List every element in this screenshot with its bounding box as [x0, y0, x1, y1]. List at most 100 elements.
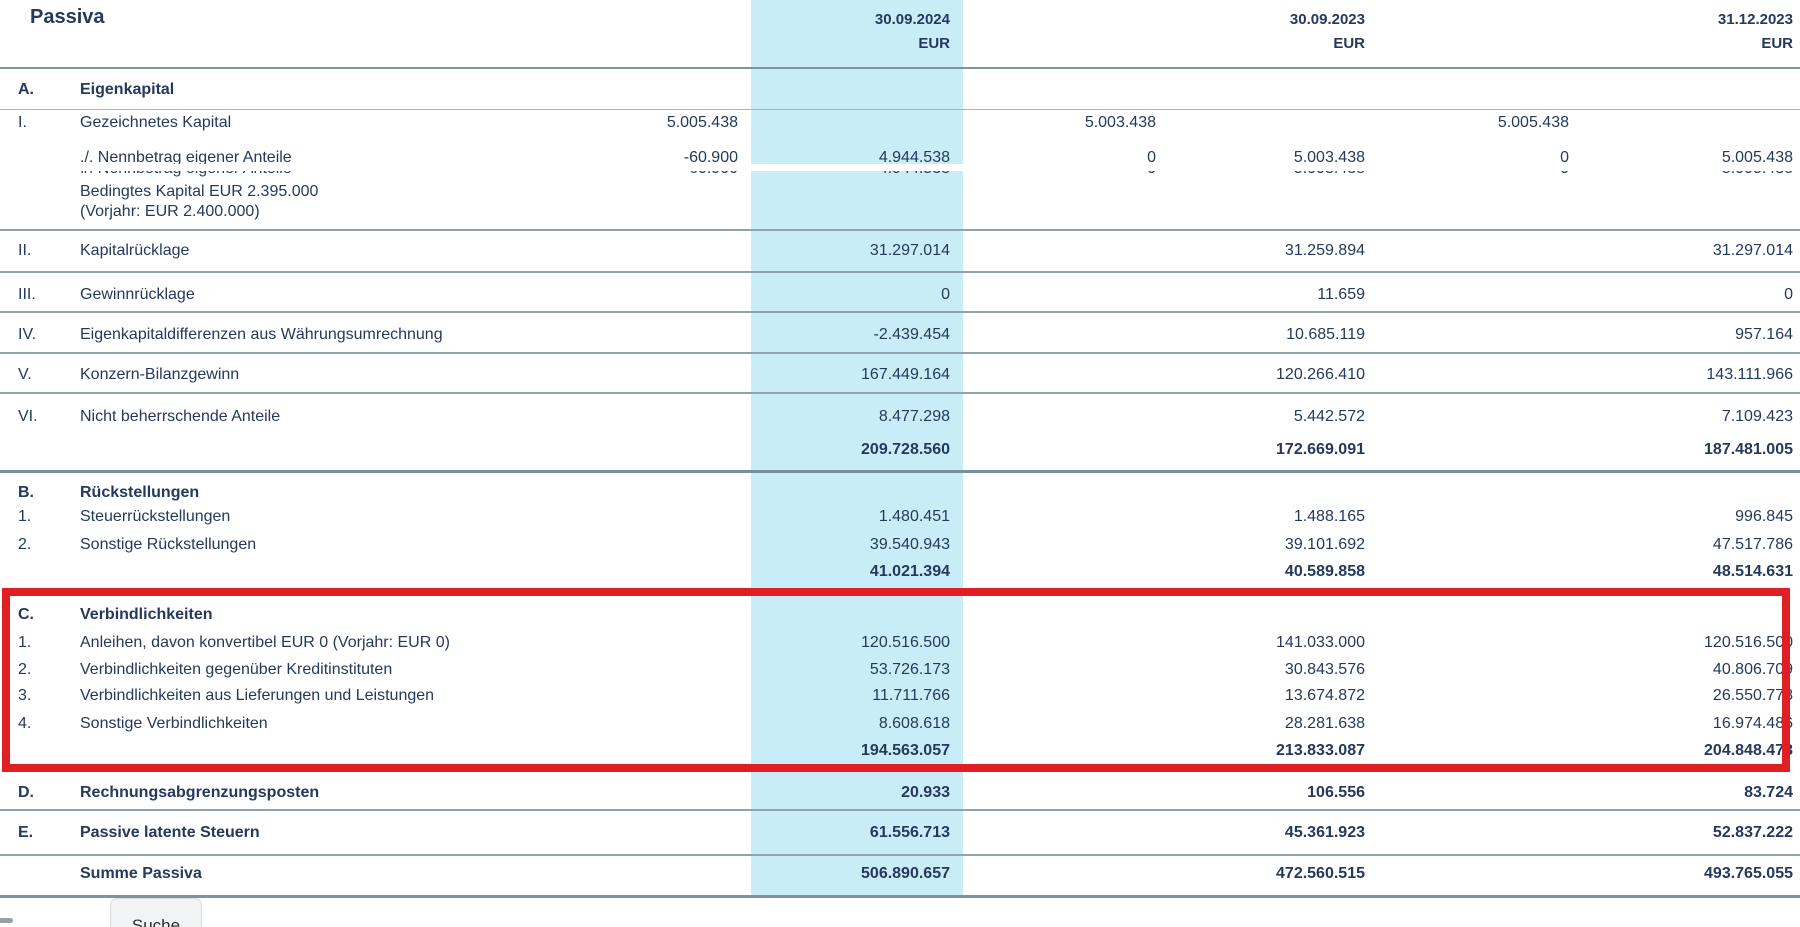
table-row-b2: 2. Sonstige Rückstellungen 39.540.943 39.10…	[0, 535, 1800, 557]
value-cell-main2: 120.266.410	[1276, 366, 1365, 383]
table-row-sum-c: 194.563.057 213.833.087 204.848.473	[0, 741, 1800, 763]
table-row-vi: VI. Nicht beherrschende Anteile 8.477.298 5…	[0, 407, 1800, 429]
value-cell-main2: 30.843.576	[1284, 661, 1365, 678]
row-label: Rechnungsabgrenzungsposten	[80, 784, 320, 801]
value-cell-main1: 31.297.014	[869, 242, 950, 259]
value-cell-main2: 40.589.858	[1284, 563, 1365, 580]
divider-line	[0, 229, 1800, 231]
table-row-sum-b: 41.021.394 40.589.858 48.514.631	[0, 562, 1800, 584]
table-row-iii: III. Gewinnrücklage 0 11.659 0	[0, 285, 1800, 307]
value-cell-main2: 39.101.692	[1284, 536, 1365, 553]
row-label: Nicht beherrschende Anteile	[80, 408, 281, 425]
row-label: ./. Nennbetrag eigener Anteile	[80, 149, 292, 166]
row-label: Verbindlichkeiten aus Lieferungen und Le…	[80, 687, 435, 704]
value-cell-main1: 1.480.451	[878, 508, 950, 525]
table-row-minus: ./. Nennbetrag eigener Anteile -60.900 4.9…	[0, 148, 1800, 178]
value-cell-sub2: 5.003.438	[1084, 114, 1156, 131]
row-letter: B.	[18, 484, 34, 501]
row-label: Sonstige Verbindlichkeiten	[80, 715, 268, 732]
value-cell-main2: 5.442.572	[1293, 408, 1365, 425]
value-cell-sub2: 0	[956, 171, 1156, 178]
value-cell-main3: 120.516.500	[1704, 634, 1793, 651]
value-cell-main2: 172.669.091	[1276, 441, 1365, 458]
value-cell-main3: 31.297.014	[1712, 242, 1793, 259]
divider-line	[0, 392, 1800, 394]
row-letter: 2.	[18, 536, 32, 553]
value-cell-main1: 8.477.298	[878, 408, 950, 425]
column-header-date-1: 30.09.2024	[874, 11, 950, 28]
corner-dash-decoration	[0, 918, 13, 923]
value-cell-main3: 47.517.786	[1712, 536, 1793, 553]
value-cell-main1: -2.439.454	[873, 326, 950, 343]
table-row-i: I. Gezeichnetes Kapital 5.005.438 5.003.438…	[0, 113, 1800, 135]
table-row-c2: 2. Verbindlichkeiten gegenüber Kreditinst…	[0, 660, 1800, 682]
value-cell-sub3: 5.005.438	[1497, 114, 1569, 131]
value-cell-main1: 4.944.538	[750, 171, 950, 178]
value-cell-sub3: 0	[1369, 171, 1569, 178]
value-cell-main2: 11.659	[1317, 286, 1365, 303]
value-cell-main3: 5.005.438	[1721, 149, 1793, 166]
row-letter: 2.	[18, 661, 32, 678]
row-label: Anleihen, davon konvertibel EUR 0 (Vorja…	[80, 634, 450, 651]
search-button[interactable]: Suche	[110, 898, 202, 927]
value-cell-main1: 506.890.657	[861, 865, 950, 882]
table-row-v: V. Konzern-Bilanzgewinn 167.449.164 120.266…	[0, 365, 1800, 387]
table-row-bedingt: Bedingtes Kapital EUR 2.395.000 (Vorjahr:…	[0, 182, 1800, 226]
table-row-sum-a: 209.728.560 172.669.091 187.481.005	[0, 440, 1800, 462]
row-label: Rückstellungen	[80, 484, 200, 501]
value-cell-main1: 53.726.173	[869, 661, 950, 678]
value-cell-main2: 45.361.923	[1284, 824, 1365, 841]
value-cell-main3: 957.164	[1735, 326, 1793, 343]
value-cell-sub1: 5.005.438	[666, 114, 738, 131]
page-title: Passiva	[30, 6, 105, 28]
value-cell-main3: 83.724	[1744, 784, 1793, 801]
divider-line	[0, 470, 1800, 473]
value-cell-main3: 996.845	[1735, 508, 1793, 525]
value-cell-main3: 204.848.473	[1704, 742, 1793, 759]
value-cell-main3: 40.806.709	[1712, 661, 1793, 678]
value-cell-main2: 5.003.438	[1293, 149, 1365, 166]
row-label: Verbindlichkeiten gegenüber Kreditinstit…	[80, 661, 393, 678]
value-cell-sub1: -60.900	[538, 171, 738, 178]
column-header-currency-1: EUR	[918, 35, 950, 52]
row-letter: IV.	[18, 326, 37, 343]
row-note-line2: (Vorjahr: EUR 2.400.000)	[80, 203, 260, 220]
row-label: Summe Passiva	[80, 865, 202, 882]
divider-line	[0, 854, 1800, 856]
row-label: Eigenkapital	[80, 81, 175, 98]
value-cell-main3: 7.109.423	[1721, 408, 1793, 425]
row-label: Passive latente Steuern	[80, 824, 260, 841]
value-cell-main3: 493.765.055	[1704, 865, 1793, 882]
value-cell-main1: 194.563.057	[861, 742, 950, 759]
table-row-b1: 1. Steuerrückstellungen 1.480.451 1.488.165…	[0, 507, 1800, 529]
value-cell-sub1: -60.900	[683, 149, 738, 166]
value-cell-main2: 13.674.872	[1284, 687, 1365, 704]
value-cell-main1: 11.711.766	[872, 687, 950, 704]
row-letter: C.	[18, 606, 34, 623]
render-artifact-ghost: ./. Nennbetrag eigener Anteile-60.900 4.9…	[0, 171, 1800, 178]
row-label: Steuerrückstellungen	[80, 508, 231, 525]
row-label: ./. Nennbetrag eigener Anteile	[80, 171, 640, 178]
divider-line	[0, 109, 1800, 110]
value-cell-main3: 48.514.631	[1712, 563, 1793, 580]
divider-line	[0, 895, 1800, 898]
value-cell-main3: 26.550.778	[1712, 687, 1793, 704]
render-artifact-stripe	[0, 164, 1800, 171]
table-row-c3: 3. Verbindlichkeiten aus Lieferungen und …	[0, 686, 1800, 708]
value-cell-main1: 8.608.618	[878, 715, 950, 732]
column-header-date-2: 30.09.2023	[1289, 11, 1365, 28]
row-label: Gewinnrücklage	[80, 286, 195, 303]
table-row-iv: IV. Eigenkapitaldifferenzen aus Währungsu…	[0, 325, 1800, 347]
value-cell-main3: 52.837.222	[1712, 824, 1793, 841]
value-cell-main2: 5.003.438	[1165, 171, 1365, 178]
row-label: Konzern-Bilanzgewinn	[80, 366, 240, 383]
row-letter: A.	[18, 81, 34, 98]
value-cell-main3: 16.974.486	[1712, 715, 1793, 732]
divider-line	[0, 271, 1800, 273]
divider-line	[0, 311, 1800, 313]
value-cell-main2: 28.281.638	[1284, 715, 1365, 732]
value-cell-main1: 120.516.500	[861, 634, 950, 651]
table-row-d: D. Rechnungsabgrenzungsposten 20.933 106.55…	[0, 783, 1800, 805]
value-cell-main2: 141.033.000	[1276, 634, 1365, 651]
column-header-date-3: 31.12.2023	[1717, 11, 1793, 28]
